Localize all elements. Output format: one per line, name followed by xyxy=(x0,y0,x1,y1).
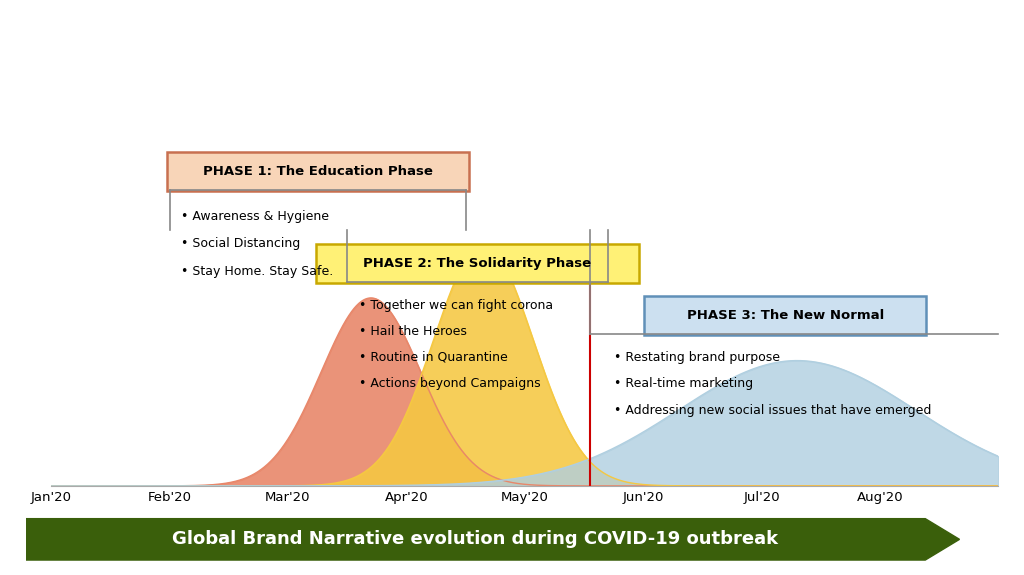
Text: • Stay Home. Stay Safe.: • Stay Home. Stay Safe. xyxy=(181,265,334,278)
Text: • Social Distancing: • Social Distancing xyxy=(181,237,301,251)
FancyBboxPatch shape xyxy=(316,244,639,283)
Text: • Awareness & Hygiene: • Awareness & Hygiene xyxy=(181,210,330,223)
Text: • Routine in Quarantine: • Routine in Quarantine xyxy=(359,351,508,364)
Text: PHASE 1: The Education Phase: PHASE 1: The Education Phase xyxy=(203,166,432,178)
FancyArrow shape xyxy=(26,519,959,560)
Text: • Hail the Heroes: • Hail the Heroes xyxy=(359,325,467,338)
Text: PHASE 2: The Solidarity Phase: PHASE 2: The Solidarity Phase xyxy=(364,258,592,270)
Text: • Together we can fight corona: • Together we can fight corona xyxy=(359,299,553,312)
Text: • Addressing new social issues that have emerged: • Addressing new social issues that have… xyxy=(613,404,931,417)
FancyBboxPatch shape xyxy=(167,152,469,191)
Text: • Actions beyond Campaigns: • Actions beyond Campaigns xyxy=(359,377,541,390)
Text: • Real-time marketing: • Real-time marketing xyxy=(613,377,753,390)
Text: PHASE 3: The New Normal: PHASE 3: The New Normal xyxy=(687,309,884,322)
Text: • Restating brand purpose: • Restating brand purpose xyxy=(613,351,779,364)
FancyBboxPatch shape xyxy=(644,296,926,335)
Text: Global Brand Narrative evolution during COVID-19 outbreak: Global Brand Narrative evolution during … xyxy=(172,530,778,549)
